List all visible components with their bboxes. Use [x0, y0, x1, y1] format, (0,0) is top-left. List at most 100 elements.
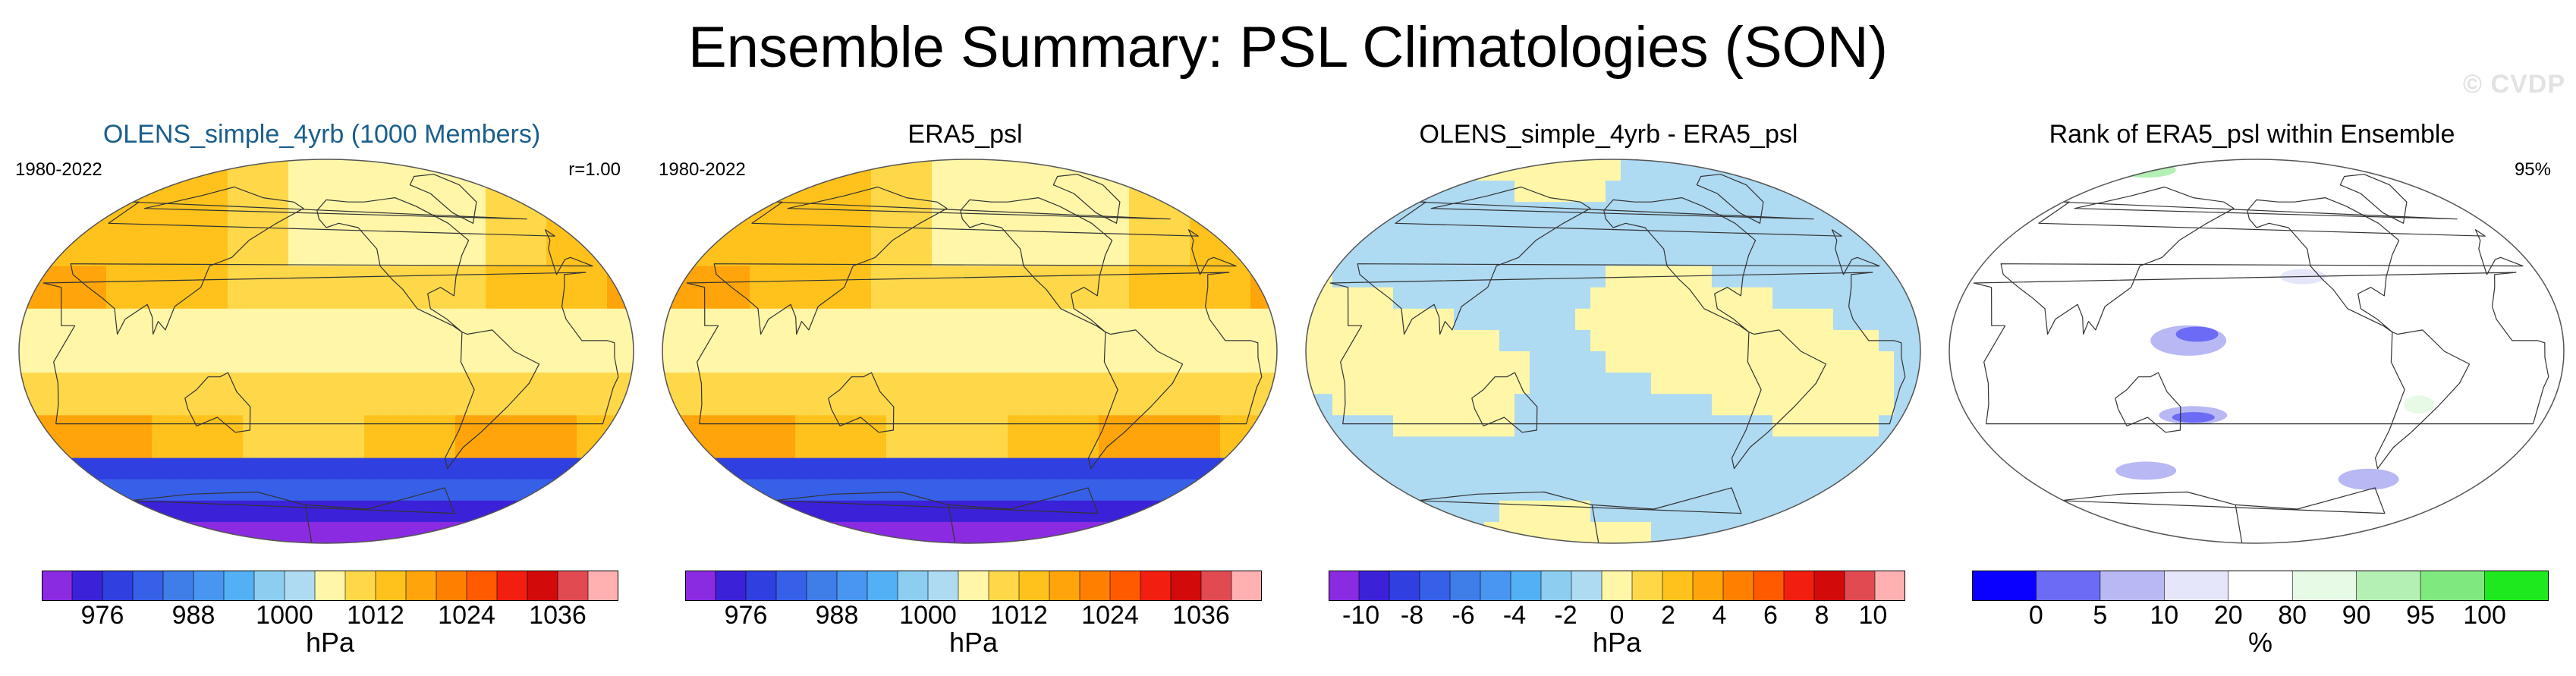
- map-cell: [2128, 351, 2144, 373]
- map-cell: [1697, 415, 1713, 437]
- map-cell: [2021, 415, 2037, 437]
- map-cell: [46, 479, 61, 501]
- map-cell: [977, 500, 993, 523]
- map-cell: [30, 329, 46, 352]
- map-cell: [2234, 457, 2250, 480]
- coastline: [1696, 174, 1764, 224]
- map-cell: [1833, 415, 1849, 437]
- map-cell: [2537, 223, 2553, 245]
- map-cell: [1894, 223, 1910, 245]
- map-cell: [1332, 287, 1348, 310]
- map-cell: [319, 500, 335, 523]
- map-cell: [1991, 159, 2007, 181]
- map-cell: [2401, 436, 2417, 458]
- map-cell: [30, 479, 46, 501]
- colorbar-tick-label: 1000: [899, 601, 957, 630]
- map-cell: [1393, 244, 1409, 266]
- map-cell: [1949, 500, 1961, 523]
- map-cell: [577, 373, 593, 395]
- map-cell: [258, 500, 274, 523]
- map-cell: [1575, 436, 1591, 458]
- map-cell: [1803, 329, 1819, 352]
- map-cell: [1114, 521, 1130, 543]
- map-cell: [1423, 415, 1439, 437]
- map-cell: [243, 436, 259, 458]
- map-cell: [1560, 181, 1576, 203]
- map-cell: [1499, 244, 1515, 266]
- map-cell: [1175, 159, 1190, 181]
- map-cell: [1099, 287, 1115, 310]
- map-cell: [46, 415, 61, 437]
- map-cell: [2112, 287, 2128, 310]
- map-cell: [765, 266, 781, 288]
- map-cell: [228, 415, 244, 437]
- map-cell: [258, 244, 274, 266]
- map-cell: [2082, 436, 2098, 458]
- map-cell: [962, 394, 978, 416]
- map-cell: [1909, 521, 1920, 543]
- map-cell: [1772, 479, 1788, 501]
- map-cell: [1909, 457, 1920, 480]
- map-cell: [1666, 373, 1682, 395]
- map-cell: [1712, 457, 1728, 480]
- map-cell: [1530, 266, 1546, 288]
- map-cell: [1068, 181, 1084, 203]
- map-cell: [810, 329, 826, 352]
- map-cell: [1575, 308, 1591, 331]
- map-cell: [2158, 479, 2174, 501]
- map-cell: [1469, 457, 1485, 480]
- map-cell: [1894, 436, 1910, 458]
- map-cell: [2173, 287, 2189, 310]
- colorbar-swatch: [1783, 571, 1815, 601]
- map-cell: [334, 394, 350, 416]
- map-cell: [1606, 308, 1621, 331]
- map-cell: [106, 287, 122, 310]
- map-cell: [2143, 415, 2159, 437]
- map-cell: [2416, 181, 2432, 203]
- map-cell: [1220, 373, 1236, 395]
- map-cell: [1250, 159, 1266, 181]
- map-cell: [2461, 223, 2477, 245]
- map-cell: [30, 521, 46, 543]
- map-cell: [1190, 159, 1206, 181]
- map-cell: [1099, 202, 1115, 224]
- map-cell: [1651, 223, 1667, 245]
- map-cell: [334, 436, 350, 458]
- map-cell: [2370, 244, 2386, 266]
- map-cell: [1666, 329, 1682, 352]
- map-cell: [2477, 351, 2493, 373]
- map-cell: [228, 500, 244, 523]
- map-cell: [1909, 479, 1920, 501]
- map-cell: [1575, 521, 1591, 543]
- map-cell: [2037, 457, 2052, 480]
- map-cell: [76, 287, 92, 310]
- map-cell: [1606, 500, 1621, 523]
- map-cell: [2128, 202, 2144, 224]
- map-cell: [288, 479, 304, 501]
- map-cell: [1250, 479, 1266, 501]
- map-cell: [1530, 415, 1546, 437]
- map-cell: [2128, 394, 2144, 416]
- map-cell: [486, 394, 502, 416]
- map-cell: [750, 351, 766, 373]
- map-cell: [992, 479, 1008, 501]
- map-cell: [212, 329, 228, 352]
- map-cell: [841, 308, 857, 331]
- map-cell: [516, 394, 532, 416]
- map-cell: [2552, 244, 2564, 266]
- map-cell: [719, 202, 735, 224]
- map-cell: [1788, 457, 1804, 480]
- map-cell: [2128, 223, 2144, 245]
- map-cell: [1099, 500, 1115, 523]
- map-cell: [1712, 500, 1728, 523]
- map-cell: [2386, 202, 2401, 224]
- map-cell: [1681, 329, 1697, 352]
- map-cell: [1651, 500, 1667, 523]
- map-cell: [2112, 436, 2128, 458]
- map-cell: [2097, 457, 2113, 480]
- coastline: [130, 487, 455, 543]
- map-cell: [364, 373, 380, 395]
- map-cell: [689, 329, 705, 352]
- map-cell: [1306, 351, 1318, 373]
- map-cell: [2310, 351, 2326, 373]
